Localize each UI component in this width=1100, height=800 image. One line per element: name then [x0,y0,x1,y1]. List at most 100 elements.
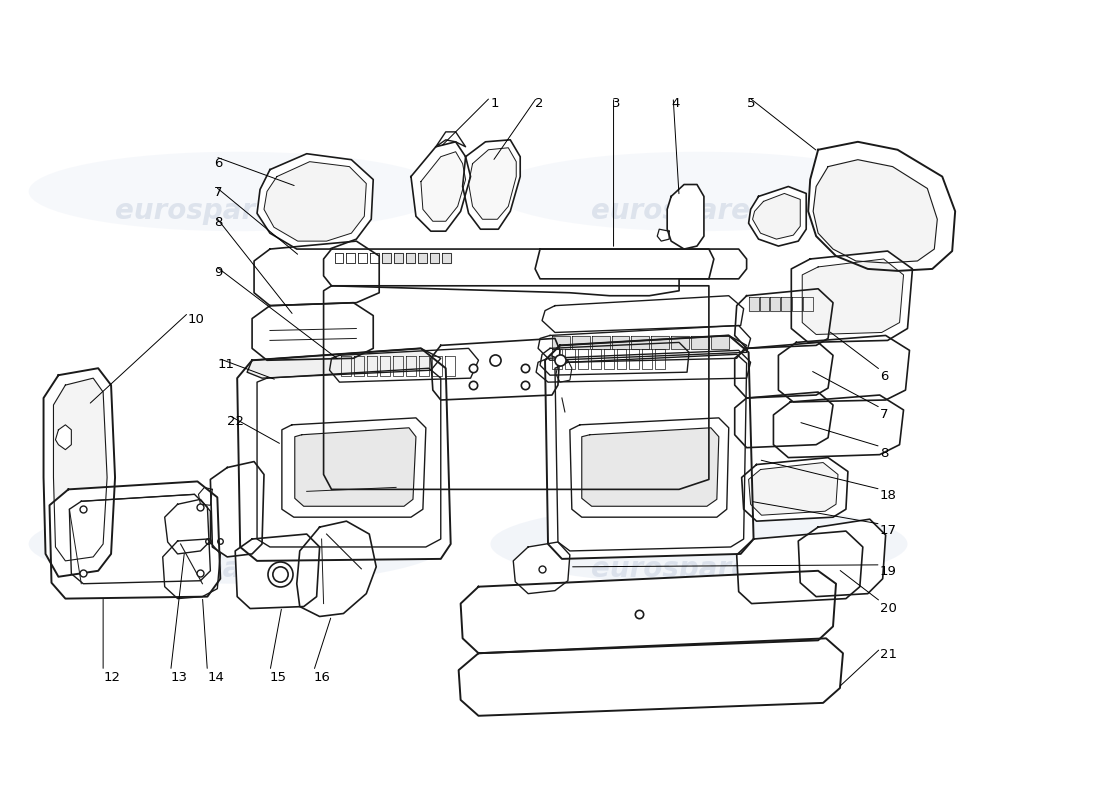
Polygon shape [591,350,601,370]
Polygon shape [346,253,355,263]
Polygon shape [354,356,364,376]
Polygon shape [371,253,380,263]
Polygon shape [781,297,791,310]
Text: 8: 8 [880,446,888,460]
Polygon shape [542,296,744,333]
Polygon shape [257,368,441,547]
Polygon shape [248,348,441,378]
Polygon shape [741,458,848,521]
Polygon shape [254,241,380,306]
Ellipse shape [29,152,446,231]
Polygon shape [711,337,728,350]
Polygon shape [393,356,403,376]
Polygon shape [668,185,704,249]
Polygon shape [431,338,560,400]
Polygon shape [323,286,708,490]
Polygon shape [552,337,570,350]
Polygon shape [802,259,903,334]
Text: 3: 3 [612,97,620,110]
Text: eurospares: eurospares [114,198,290,226]
Polygon shape [770,297,780,310]
Polygon shape [749,297,759,310]
Polygon shape [552,350,562,370]
Polygon shape [406,356,416,376]
Polygon shape [54,378,107,561]
Polygon shape [759,297,770,310]
Polygon shape [791,251,913,342]
Polygon shape [238,348,451,561]
Text: 6: 6 [880,370,888,383]
Polygon shape [737,531,862,603]
Polygon shape [616,350,627,370]
Text: 7: 7 [214,186,223,199]
Polygon shape [411,142,471,231]
Polygon shape [799,519,886,597]
Text: 1: 1 [491,97,499,110]
Polygon shape [295,428,416,506]
Text: 17: 17 [880,524,896,537]
Polygon shape [514,542,570,594]
Text: 18: 18 [880,490,896,502]
Text: 20: 20 [880,602,896,614]
Text: 13: 13 [170,671,188,684]
Polygon shape [749,462,838,515]
Polygon shape [578,350,587,370]
Text: 2: 2 [535,97,543,110]
Polygon shape [264,162,366,241]
Polygon shape [656,350,666,370]
Polygon shape [330,348,478,382]
Polygon shape [556,360,572,382]
Text: 5: 5 [747,97,755,110]
Polygon shape [735,342,833,398]
Polygon shape [773,395,903,458]
Text: eurospares: eurospares [114,555,290,583]
Polygon shape [544,335,754,559]
Polygon shape [282,418,426,517]
Polygon shape [163,539,220,598]
Polygon shape [691,337,708,350]
Polygon shape [570,418,728,517]
Polygon shape [565,350,575,370]
Polygon shape [735,392,833,448]
Polygon shape [535,249,714,279]
Polygon shape [803,297,813,310]
Polygon shape [432,356,442,376]
Polygon shape [536,350,750,382]
Polygon shape [444,356,454,376]
Polygon shape [334,253,343,263]
Text: 22: 22 [228,415,244,428]
Polygon shape [367,356,377,376]
Polygon shape [604,350,614,370]
Text: 6: 6 [214,157,222,170]
Polygon shape [582,428,718,506]
Polygon shape [406,253,415,263]
Polygon shape [421,152,465,222]
Polygon shape [165,499,210,554]
Polygon shape [381,356,390,376]
Polygon shape [592,337,609,350]
Polygon shape [813,160,937,263]
Polygon shape [538,326,750,360]
Polygon shape [735,289,833,348]
Polygon shape [198,487,212,506]
Polygon shape [430,253,439,263]
Ellipse shape [29,504,446,584]
Polygon shape [394,253,403,263]
Polygon shape [210,462,264,557]
Polygon shape [235,534,320,609]
Text: 11: 11 [218,358,234,371]
Text: 21: 21 [880,648,896,662]
Polygon shape [463,140,520,229]
Polygon shape [382,253,392,263]
Polygon shape [442,253,451,263]
Text: 15: 15 [270,671,287,684]
Polygon shape [419,356,429,376]
Polygon shape [359,253,367,263]
Polygon shape [540,342,689,375]
Text: 19: 19 [880,565,896,578]
Polygon shape [252,302,373,360]
Text: 8: 8 [214,216,222,230]
Text: 4: 4 [671,97,680,110]
Polygon shape [418,253,427,263]
Polygon shape [629,350,639,370]
